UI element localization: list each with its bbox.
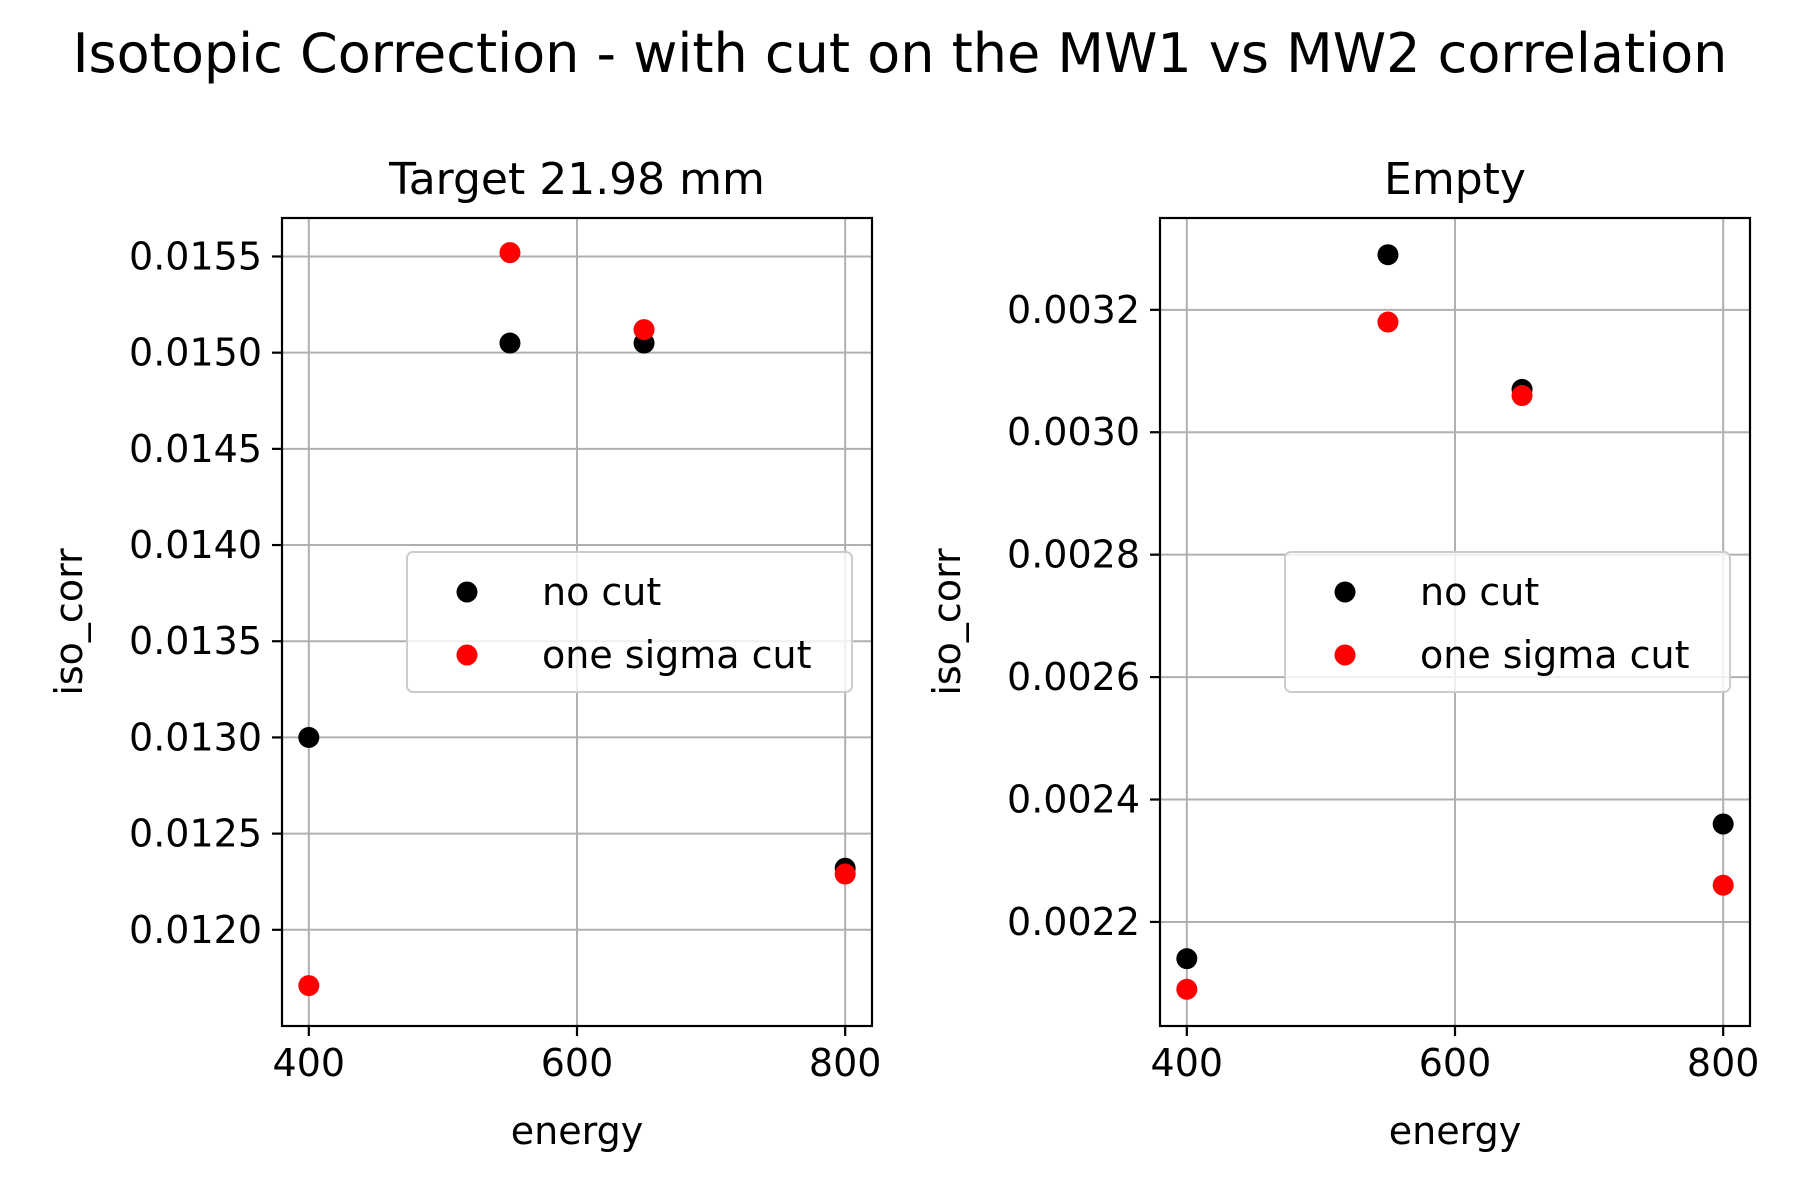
legend-label: one sigma cut bbox=[1420, 633, 1690, 677]
x-tick-label: 400 bbox=[273, 1041, 346, 1085]
x-tick-label: 800 bbox=[1687, 1041, 1760, 1085]
y-tick-label: 0.0032 bbox=[1007, 288, 1140, 332]
subplot-title: Target 21.98 mm bbox=[388, 154, 765, 205]
y-tick-label: 0.0140 bbox=[129, 523, 262, 567]
data-point bbox=[298, 726, 320, 748]
legend-marker bbox=[1334, 644, 1356, 666]
data-point bbox=[1377, 244, 1399, 266]
legend-marker bbox=[1334, 581, 1356, 603]
subplot-title: Empty bbox=[1384, 154, 1526, 205]
y-axis-label: iso_corr bbox=[925, 548, 969, 696]
x-tick-label: 600 bbox=[1419, 1041, 1492, 1085]
y-tick-label: 0.0120 bbox=[129, 908, 262, 952]
y-tick-label: 0.0030 bbox=[1007, 410, 1140, 454]
legend-box bbox=[406, 551, 853, 693]
y-tick-label: 0.0022 bbox=[1007, 900, 1140, 944]
data-point bbox=[499, 332, 521, 354]
y-tick-label: 0.0028 bbox=[1007, 533, 1140, 577]
data-point bbox=[1377, 311, 1399, 333]
subplots: 400 600 800 0.0120 0.0125 0.0130 0.0135 0.0140 0… bbox=[47, 154, 1759, 1153]
data-point bbox=[1712, 874, 1734, 896]
data-point bbox=[1712, 813, 1734, 835]
x-tick-label: 600 bbox=[541, 1041, 614, 1085]
y-tick-label: 0.0130 bbox=[129, 715, 262, 759]
data-point bbox=[499, 242, 521, 264]
y-tick-label: 0.0155 bbox=[129, 234, 262, 278]
legend-marker bbox=[456, 644, 478, 666]
series-one-sigma-cut bbox=[1176, 311, 1734, 1000]
legend-box bbox=[1284, 551, 1731, 693]
y-axis-label: iso_corr bbox=[47, 548, 91, 696]
legend: no cut one sigma cut bbox=[1284, 551, 1731, 693]
x-axis-label: energy bbox=[511, 1109, 643, 1153]
y-tick-label: 0.0026 bbox=[1007, 655, 1140, 699]
legend-marker bbox=[456, 581, 478, 603]
legend-label: no cut bbox=[1420, 570, 1539, 614]
x-tick-label: 800 bbox=[809, 1041, 882, 1085]
x-tick-label: 400 bbox=[1151, 1041, 1224, 1085]
data-point bbox=[1511, 385, 1533, 407]
data-point bbox=[633, 319, 655, 341]
y-tick-label: 0.0135 bbox=[129, 619, 262, 663]
figure-suptitle: Isotopic Correction - with cut on the MW… bbox=[73, 22, 1728, 85]
subplot-2: 400 600 800 0.0022 0.0024 0.0026 0.0028 0.0030 0… bbox=[925, 154, 1759, 1153]
data-point bbox=[834, 863, 856, 885]
y-tick-label: 0.0125 bbox=[129, 812, 262, 856]
y-tick-label: 0.0145 bbox=[129, 427, 262, 471]
subplot-1: 400 600 800 0.0120 0.0125 0.0130 0.0135 0.0140 0… bbox=[47, 154, 881, 1153]
legend-label: one sigma cut bbox=[542, 633, 812, 677]
series-one-sigma-cut bbox=[298, 242, 856, 997]
data-point bbox=[1176, 978, 1198, 1000]
x-axis-label: energy bbox=[1389, 1109, 1521, 1153]
legend-label: no cut bbox=[542, 570, 661, 614]
data-point bbox=[298, 975, 320, 997]
y-tick-label: 0.0150 bbox=[129, 331, 262, 375]
legend: no cut one sigma cut bbox=[406, 551, 853, 693]
data-point bbox=[1176, 948, 1198, 970]
y-tick-label: 0.0024 bbox=[1007, 778, 1140, 822]
